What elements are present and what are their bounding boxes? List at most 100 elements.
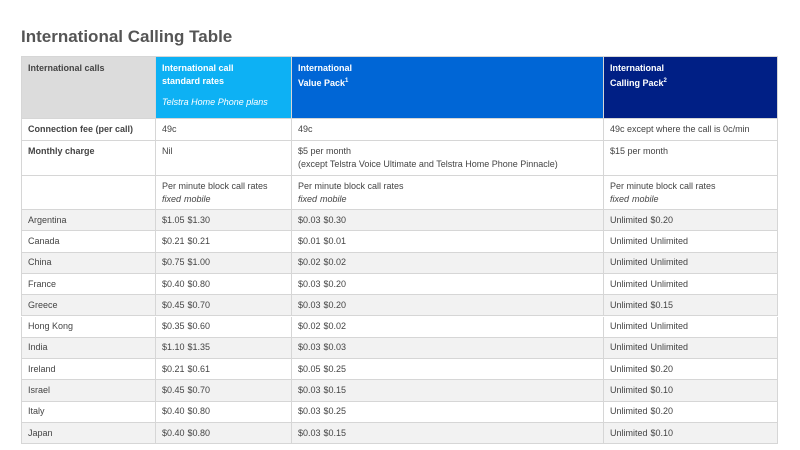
rate-column: fixed (610, 194, 630, 204)
table-cell: Ireland (21, 359, 156, 381)
rate-column: mobile (184, 194, 211, 204)
country-name: Israel (28, 385, 51, 396)
table-cell: Unlimited $0.20 (604, 401, 778, 423)
table-cell: Per minute block call rates fixed mobile (156, 176, 292, 210)
rate-value: $0.40 (162, 278, 185, 289)
rate-value: $0.80 (187, 427, 211, 438)
header-line: International call (162, 62, 285, 75)
rate-value: $0.03 (298, 299, 321, 310)
rate-value: $0.45 (162, 299, 185, 310)
rate-value: Unlimited (650, 278, 689, 289)
rate-column: fixed (162, 194, 182, 204)
rate-value: Unlimited (610, 427, 648, 438)
table-cell: Per minute block call rates fixed mobile (292, 176, 604, 210)
table-cell: $0.03 $0.25 (292, 401, 604, 423)
rate-value: $0.20 (650, 406, 674, 417)
footnote-mark: 2 (663, 78, 667, 84)
rate-value: $0.80 (187, 278, 211, 289)
table-cell: $1.05 $1.30 (156, 210, 292, 232)
rate-value: $1.35 (187, 342, 211, 353)
row-label: Connection fee (per call) (28, 124, 134, 134)
table-cell: France (21, 273, 156, 296)
page-title: International Calling Table (21, 27, 233, 46)
header-text: International (610, 63, 665, 73)
table-cell: $0.03 $0.30 (292, 210, 604, 232)
header-text: Calling Pack (610, 78, 664, 88)
rate-value: Unlimited (650, 342, 689, 353)
rate-value: Unlimited (610, 342, 648, 353)
rate-value: $0.15 (323, 385, 347, 396)
rate-value: $0.35 (162, 321, 185, 332)
table-cell: Unlimited $0.15 (604, 295, 778, 317)
country-name: Hong Kong (28, 321, 74, 332)
rate-value: $0.20 (323, 278, 347, 289)
rate-value: $0.21 (187, 235, 211, 246)
rate-value: $0.21 (162, 363, 185, 374)
table-cell: Israel (21, 380, 156, 402)
footnote-mark: 1 (345, 78, 349, 84)
table-cell: India (21, 337, 156, 360)
rate-value: $0.20 (323, 299, 347, 310)
rate-value: $0.60 (187, 321, 211, 332)
rate-value: $0.02 (323, 257, 347, 268)
rate-value: $0.61 (187, 363, 211, 374)
table-cell: International Calling Pack2 (604, 56, 778, 119)
table-cell: Per minute block call rates fixed mobile (604, 176, 778, 210)
table-cell: Italy (21, 401, 156, 423)
rate-column: fixed (298, 194, 318, 204)
cell-text: (except Telstra Voice Ultimate and Telst… (298, 159, 558, 169)
table-cell: Unlimited Unlimited (604, 273, 778, 296)
header-text: International (298, 63, 353, 73)
table-cell: $0.03 $0.15 (292, 380, 604, 402)
header-text: International call (162, 63, 234, 73)
rate-value: $0.02 (323, 321, 347, 332)
table-cell: Monthly charge (21, 141, 156, 176)
rate-value: $0.03 (298, 406, 321, 417)
rate-value: $0.25 (323, 363, 347, 374)
rate-value: $0.15 (323, 427, 347, 438)
header-line: Value Pack1 (298, 75, 597, 90)
table-cell: Greece (21, 295, 156, 317)
rate-value: $1.00 (187, 257, 211, 268)
rate-value: $0.02 (298, 257, 321, 268)
cell-text: 49c (162, 124, 177, 134)
header-note: Telstra Home Phone plans (162, 97, 268, 107)
country-name: Greece (28, 299, 58, 310)
rate-value: $0.70 (187, 299, 211, 310)
country-name: Canada (28, 235, 60, 246)
rate-value: $1.10 (162, 342, 185, 353)
rate-value: Unlimited (610, 235, 648, 246)
table-cell: $0.03 $0.03 (292, 337, 604, 360)
rate-value: $0.15 (650, 299, 674, 310)
cell-text: 49c (298, 124, 313, 134)
table-cell: Canada (21, 231, 156, 253)
table-cell: $5 per month (except Telstra Voice Ultima… (292, 141, 604, 176)
table-cell: 49c (156, 119, 292, 141)
rate-value: $0.02 (298, 321, 321, 332)
table-cell: Unlimited $0.20 (604, 359, 778, 381)
rate-value: $0.40 (162, 406, 185, 417)
table-cell: $0.03 $0.20 (292, 273, 604, 296)
rate-value: $0.03 (298, 342, 321, 353)
table-cell: Japan (21, 423, 156, 445)
rate-value: Unlimited (610, 363, 648, 374)
table-cell: $0.01 $0.01 (292, 231, 604, 253)
table-cell: Unlimited $0.10 (604, 380, 778, 402)
header-line: standard rates (162, 75, 285, 88)
table-cell: $0.45 $0.70 (156, 380, 292, 402)
rate-value: $0.20 (650, 214, 674, 225)
table-cell: $0.40 $0.80 (156, 423, 292, 445)
rate-value: $0.05 (298, 363, 321, 374)
rate-value: Unlimited (610, 406, 648, 417)
rate-value: $0.70 (187, 385, 211, 396)
rate-value: $0.03 (298, 278, 321, 289)
header-line: International calls (28, 62, 149, 75)
rate-columns: fixed mobile (162, 193, 285, 206)
table-cell: $0.75 $1.00 (156, 252, 292, 274)
rate-value: Unlimited (610, 385, 648, 396)
rate-value: Unlimited (610, 214, 648, 225)
rate-value: $0.01 (323, 235, 347, 246)
table-cell: Unlimited Unlimited (604, 337, 778, 360)
rate-value: $0.03 (298, 214, 321, 225)
